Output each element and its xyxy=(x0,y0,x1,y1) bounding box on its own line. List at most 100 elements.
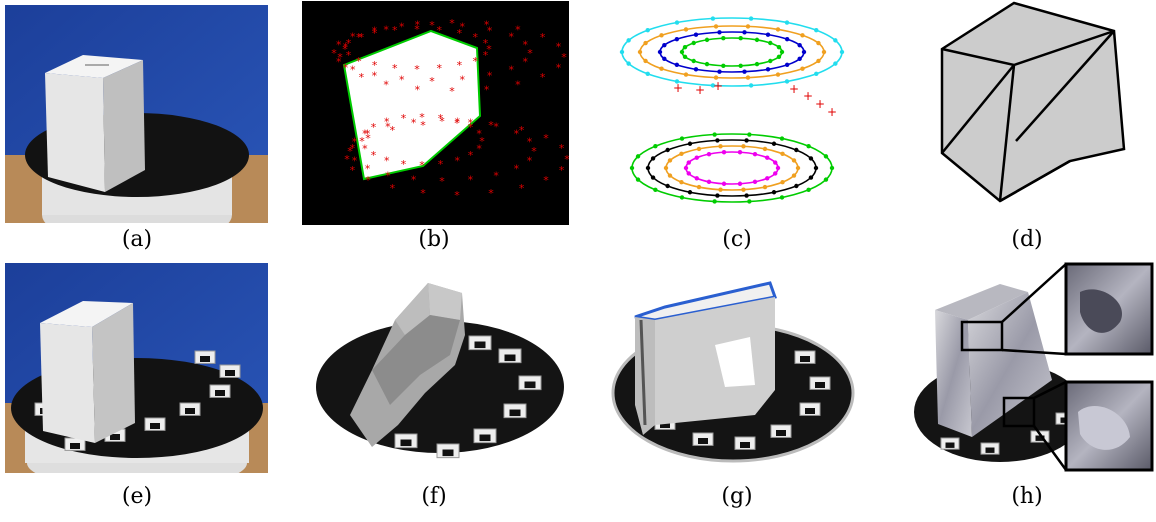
trajectory-point xyxy=(791,158,797,163)
trajectory-point xyxy=(808,156,814,161)
reprojected-point: * xyxy=(343,62,349,75)
trajectory-point xyxy=(794,147,799,153)
trajectory-point xyxy=(674,36,680,42)
trajectory-point xyxy=(797,42,802,48)
trajectory-point xyxy=(704,37,710,43)
reprojected-point: * xyxy=(559,142,565,155)
reprojected-point: * xyxy=(362,142,368,155)
reprojected-point: * xyxy=(429,75,435,88)
reprojected-point: * xyxy=(346,49,352,62)
reprojected-point: * xyxy=(415,19,421,32)
reprojected-point: * xyxy=(401,158,407,171)
reprojected-point: * xyxy=(540,71,546,84)
reprojected-point: * xyxy=(439,175,445,188)
trajectory-point xyxy=(682,45,688,50)
trajectory-point xyxy=(706,151,712,157)
reprojected-point: * xyxy=(336,38,342,51)
trajectory-point xyxy=(691,40,696,46)
trajectory-point xyxy=(745,75,751,80)
trajectory-point xyxy=(797,56,802,62)
trajectory-point xyxy=(679,136,685,141)
trajectory-point xyxy=(779,195,785,200)
caption-e: (e) xyxy=(121,484,153,509)
reprojected-point: * xyxy=(493,169,499,182)
trajectory-point xyxy=(776,45,782,50)
reprojected-point: * xyxy=(468,149,474,162)
reprojected-point: * xyxy=(522,56,528,69)
reprojected-point: * xyxy=(420,119,426,132)
reprojected-point: * xyxy=(556,62,562,75)
reprojected-point: * xyxy=(350,164,356,177)
reprojected-point: * xyxy=(372,70,378,83)
trajectory-point xyxy=(806,187,811,193)
reprojected-point: * xyxy=(483,37,489,50)
trajectory-point xyxy=(679,151,684,157)
reprojected-point: * xyxy=(383,79,389,92)
trajectory-point xyxy=(752,179,758,185)
reprojected-point: * xyxy=(362,128,368,141)
reprojected-point: * xyxy=(419,159,425,172)
trajectory-point xyxy=(833,38,838,43)
panel-c-ellipses: + + + + + + + xyxy=(618,8,846,222)
trajectory-point xyxy=(657,49,663,55)
trajectory-point xyxy=(659,66,664,71)
trajectory-point xyxy=(715,138,720,143)
reprojected-point: * xyxy=(352,136,358,149)
reprojected-point: * xyxy=(411,116,417,129)
outlier-point: + xyxy=(695,83,705,97)
reprojected-point: * xyxy=(468,121,474,134)
trajectory-point xyxy=(738,36,743,41)
trajectory-point xyxy=(691,58,696,64)
trajectory-point xyxy=(741,144,746,149)
trajectory-point xyxy=(823,177,829,182)
reprojected-point: * xyxy=(365,132,371,145)
trajectory-point xyxy=(629,165,635,171)
trajectory-point xyxy=(696,146,702,152)
trajectory-point xyxy=(718,187,723,192)
trajectory-point xyxy=(637,49,643,55)
reprojected-point: * xyxy=(342,43,348,56)
reprojected-point: * xyxy=(543,132,549,145)
trajectory-point xyxy=(775,27,781,32)
reprojected-point: * xyxy=(509,63,515,76)
trajectory-point xyxy=(752,151,758,157)
trajectory-point xyxy=(721,36,726,41)
reprojected-point: * xyxy=(457,59,463,72)
reprojected-point: * xyxy=(531,145,537,158)
reprojected-point: * xyxy=(540,31,546,44)
reprojected-point: * xyxy=(472,55,478,68)
caption-f: (f) xyxy=(421,484,447,509)
trajectory-point xyxy=(710,83,716,88)
trajectory-point xyxy=(645,165,651,171)
trajectory-point xyxy=(816,58,821,64)
trajectory-point xyxy=(791,173,797,178)
reprojected-point: * xyxy=(350,63,356,76)
trajectory-point xyxy=(710,16,716,21)
trajectory-point xyxy=(808,175,814,180)
trajectory-point xyxy=(806,143,811,149)
trajectory-point xyxy=(674,79,680,84)
trajectory-point xyxy=(665,147,670,153)
reprojected-point: * xyxy=(515,23,521,36)
trajectory-point xyxy=(643,40,648,46)
reprojected-point: * xyxy=(401,112,407,125)
reprojected-point: * xyxy=(484,83,490,96)
trajectory-point xyxy=(650,175,656,180)
trajectory-point xyxy=(687,190,693,195)
trajectory-point xyxy=(754,37,760,43)
reprojected-point: * xyxy=(420,187,426,200)
trajectory-point xyxy=(712,132,717,137)
trajectory-point xyxy=(650,156,656,161)
reprojected-point: * xyxy=(390,124,396,137)
trajectory-point xyxy=(706,179,712,185)
panel-e-photo-markers xyxy=(5,263,268,473)
reprojected-point: * xyxy=(344,153,350,166)
reprojected-point: * xyxy=(429,19,435,32)
trajectory-point xyxy=(765,155,770,160)
reprojected-point: * xyxy=(365,163,371,176)
trajectory-point xyxy=(674,62,680,68)
trajectory-point xyxy=(717,69,722,74)
trajectory-point xyxy=(718,144,723,149)
trajectory-point xyxy=(717,30,722,35)
reprojected-point: * xyxy=(372,24,378,37)
